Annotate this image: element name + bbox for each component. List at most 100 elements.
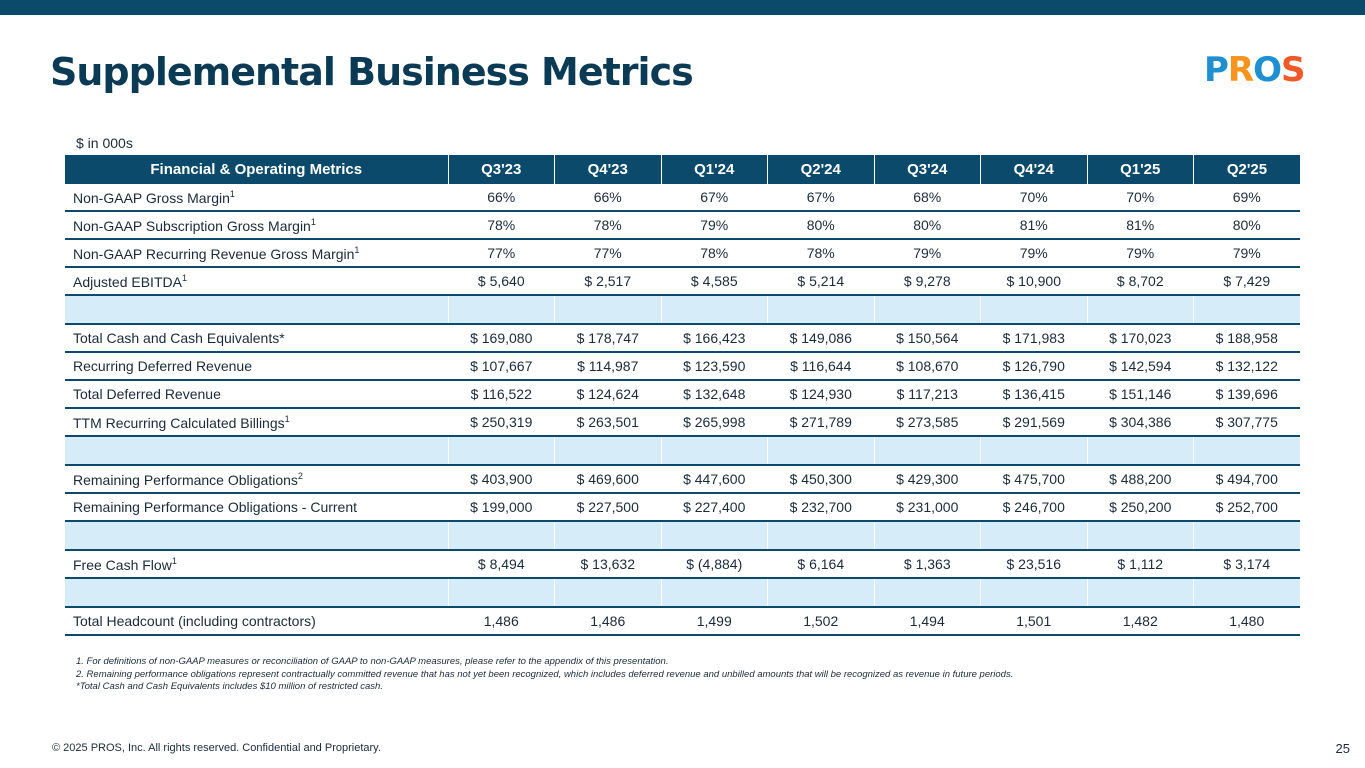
row-label-text: Total Deferred Revenue [73, 386, 221, 402]
table-cell: $ 271,789 [767, 408, 874, 437]
spacer-cell [660, 521, 768, 551]
table-cell: $ 166,423 [661, 324, 768, 353]
table-cell: $ 8,702 [1087, 267, 1194, 296]
footnote: 2. Remaining performance obligations rep… [76, 668, 1014, 680]
row-label-text: TTM Recurring Calculated Billings [73, 414, 285, 431]
units-label: $ in 000s [76, 135, 133, 151]
table-cell: 1,482 [1087, 607, 1194, 636]
table-cell: $ 123,590 [661, 352, 768, 381]
row-label-text: Recurring Deferred Revenue [73, 358, 252, 374]
row-label: Adjusted EBITDA1 [65, 267, 448, 296]
row-label: Total Headcount (including contractors) [65, 607, 448, 636]
table-cell: $ 263,501 [554, 408, 661, 437]
footnote-marker: 1 [284, 413, 290, 424]
row-label-text: Total Headcount (including contractors) [73, 613, 316, 629]
table-cell: 78% [554, 211, 661, 240]
table-cell: $ 150,564 [874, 324, 981, 353]
footnote-marker: 1 [229, 188, 235, 199]
table-cell: $ 116,644 [767, 352, 874, 381]
table-cell: $ 139,696 [1193, 380, 1300, 409]
table-cell: 79% [980, 239, 1087, 268]
footnote: *Total Cash and Cash Equivalents include… [76, 681, 383, 692]
table-cell: $ 151,146 [1087, 380, 1194, 409]
table-row: Recurring Deferred Revenue $ 107,667 $ 114… [65, 352, 1300, 381]
logo-letter-p: P [1204, 50, 1229, 90]
table-row: Total Deferred Revenue $ 116,522 $ 124,624… [65, 380, 1300, 409]
table-row: Non-GAAP Subscription Gross Margin1 78% 78… [65, 211, 1300, 240]
spacer-cell [1193, 578, 1300, 608]
row-label-text: Adjusted EBITDA [73, 273, 182, 290]
table-cell: $ 7,429 [1193, 267, 1300, 296]
page-title: Supplemental Business Metrics [50, 50, 694, 94]
logo-letter-s: S [1281, 50, 1305, 90]
table-cell: $ 169,080 [448, 324, 555, 353]
spacer-cell [65, 521, 448, 551]
table-cell: $ 307,775 [1193, 408, 1300, 437]
table-cell: 79% [661, 211, 768, 240]
spacer-cell [873, 295, 981, 325]
row-label: Free Cash Flow1 [65, 550, 448, 579]
table-row: Non-GAAP Recurring Revenue Gross Margin1… [65, 239, 1300, 268]
spacer-cell [1086, 295, 1194, 325]
spacer-cell [767, 295, 874, 325]
table-cell: 70% [980, 184, 1087, 212]
row-label-text: Non-GAAP Recurring Revenue Gross Margin [73, 245, 355, 262]
table-cell: $ 469,600 [554, 465, 661, 494]
table-cell: 1,499 [661, 607, 768, 636]
pros-logo: PROS [1204, 50, 1305, 90]
spacer-cell [660, 436, 768, 466]
footnote-marker: 1 [181, 272, 187, 283]
table-cell: $ 8,494 [448, 550, 555, 579]
table-header-row: Financial & Operating Metrics Q3'23 Q4'2… [65, 155, 1300, 184]
table-cell: 78% [661, 239, 768, 268]
spacer-cell [447, 295, 555, 325]
row-label-text: Total Cash and Cash Equivalents* [73, 330, 285, 346]
spacer-cell [65, 295, 448, 325]
spacer-cell [65, 578, 448, 608]
row-label-text: Free Cash Flow [73, 556, 172, 573]
row-label: Non-GAAP Subscription Gross Margin1 [65, 211, 448, 240]
table-cell: 69% [1193, 184, 1300, 212]
table-cell: $ 5,640 [448, 267, 555, 296]
table-cell: $ 132,122 [1193, 352, 1300, 381]
spacer-row [65, 436, 1300, 466]
table-cell: $ 494,700 [1193, 465, 1300, 494]
column-header: Q1'25 [1086, 155, 1194, 184]
table-cell: $ 117,213 [874, 380, 981, 409]
table-cell: 80% [874, 211, 981, 240]
row-label: Remaining Performance Obligations - Curr… [65, 493, 448, 522]
table-row: Adjusted EBITDA1 $ 5,640 $ 2,517 $ 4,585 $ 5… [65, 267, 1300, 296]
table-cell: $ 227,400 [661, 493, 768, 522]
spacer-cell [1193, 436, 1300, 466]
row-label-text: Remaining Performance Obligations - Curr… [73, 499, 358, 515]
spacer-cell [1193, 521, 1300, 551]
row-label: TTM Recurring Calculated Billings1 [65, 408, 448, 437]
row-label-text: Non-GAAP Gross Margin [73, 189, 230, 206]
column-header: Q3'24 [873, 155, 981, 184]
table-row: Remaining Performance Obligations2 $ 403,… [65, 465, 1300, 494]
spacer-cell [1193, 295, 1300, 325]
row-label: Recurring Deferred Revenue [65, 352, 448, 381]
table-cell: $ 5,214 [767, 267, 874, 296]
table-cell: $ 107,667 [448, 352, 555, 381]
table-cell: $ 2,517 [554, 267, 661, 296]
spacer-cell [767, 521, 874, 551]
footnote-marker: 1 [171, 555, 177, 566]
spacer-cell [554, 295, 661, 325]
spacer-cell [65, 436, 448, 466]
table-cell: 77% [554, 239, 661, 268]
table-cell: $ 429,300 [874, 465, 981, 494]
column-header: Q3'23 [447, 155, 555, 184]
table-cell: $ 171,983 [980, 324, 1087, 353]
column-header: Q2'24 [767, 155, 874, 184]
column-header: Q4'24 [980, 155, 1087, 184]
spacer-cell [554, 436, 661, 466]
table-cell: $ 304,386 [1087, 408, 1194, 437]
table-cell: 67% [767, 184, 874, 212]
spacer-cell [980, 521, 1087, 551]
table-cell: $ 231,000 [874, 493, 981, 522]
table-cell: $ 114,987 [554, 352, 661, 381]
table-cell: 79% [1087, 239, 1194, 268]
table-cell: $ 178,747 [554, 324, 661, 353]
table-cell: 81% [980, 211, 1087, 240]
